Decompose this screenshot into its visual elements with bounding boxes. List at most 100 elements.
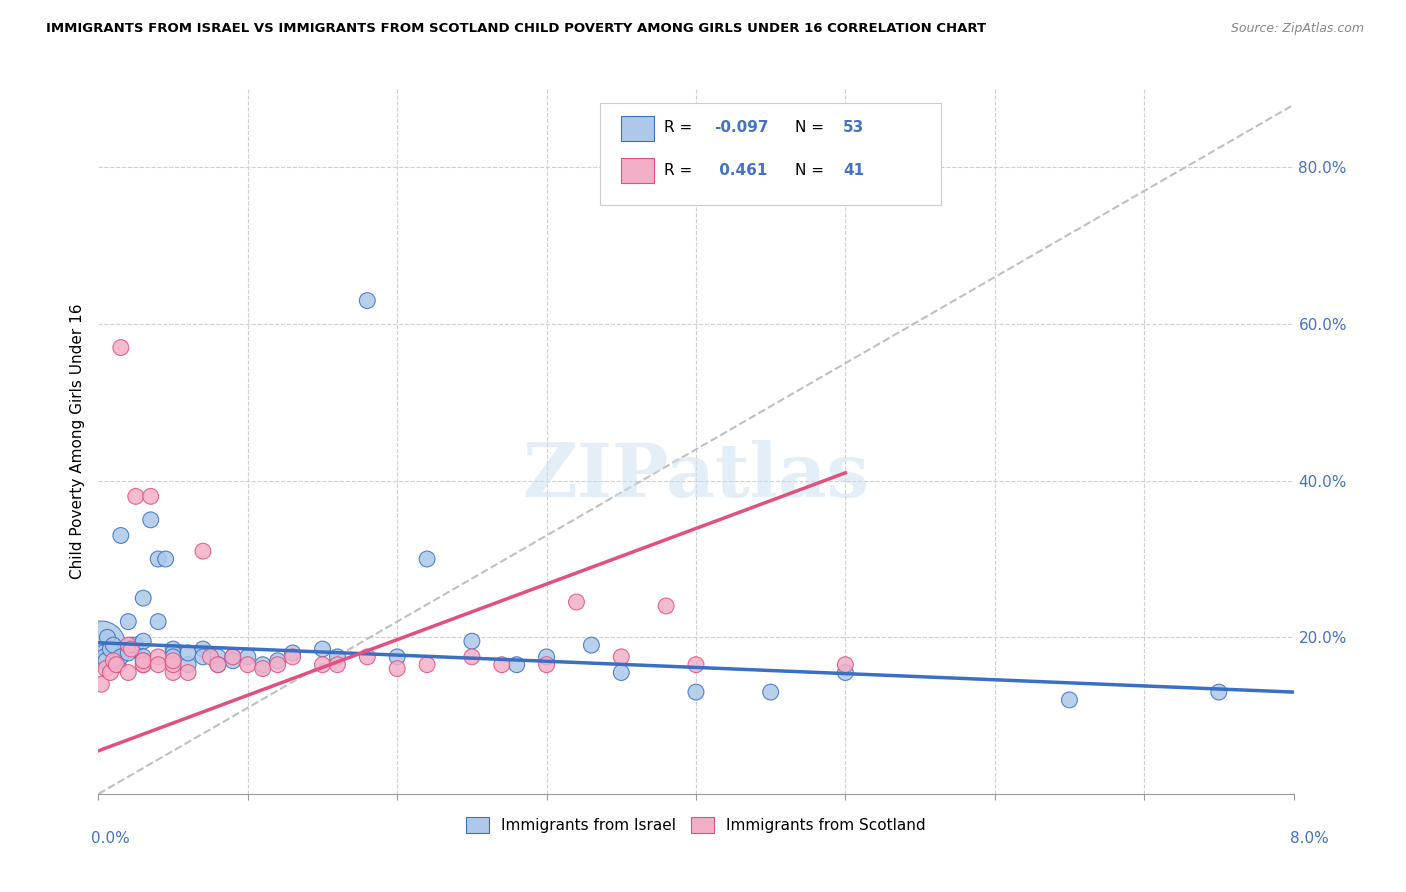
Point xyxy=(281,649,304,664)
Legend: Immigrants from Israel, Immigrants from Scotland: Immigrants from Israel, Immigrants from … xyxy=(460,811,932,839)
Y-axis label: Child Poverty Among Girls Under 16: Child Poverty Among Girls Under 16 xyxy=(69,304,84,579)
Point xyxy=(148,657,170,672)
Point xyxy=(581,638,603,652)
Point xyxy=(191,649,214,664)
Point xyxy=(655,599,678,613)
Point xyxy=(281,646,304,660)
Point xyxy=(326,657,349,672)
Text: N =: N = xyxy=(796,120,830,136)
FancyBboxPatch shape xyxy=(600,103,941,205)
Point xyxy=(132,657,155,672)
Point xyxy=(98,665,122,680)
Point xyxy=(191,544,214,558)
Point xyxy=(177,657,200,672)
Point xyxy=(162,642,184,657)
Point xyxy=(103,638,125,652)
Point xyxy=(252,657,274,672)
Point xyxy=(267,657,290,672)
Point xyxy=(177,646,200,660)
Point xyxy=(311,642,333,657)
Point xyxy=(311,657,333,672)
Point xyxy=(132,654,155,668)
Point xyxy=(536,657,558,672)
Point xyxy=(491,657,513,672)
Point xyxy=(110,528,132,542)
Point xyxy=(105,654,128,668)
Point xyxy=(610,649,633,664)
Point xyxy=(120,638,142,652)
Point xyxy=(117,638,139,652)
Point xyxy=(207,649,229,664)
Point xyxy=(93,649,115,664)
Text: N =: N = xyxy=(796,162,830,178)
Point xyxy=(139,513,162,527)
Point xyxy=(356,293,378,308)
Bar xyxy=(620,116,654,141)
Point xyxy=(610,665,633,680)
Text: 0.461: 0.461 xyxy=(714,162,768,178)
Point xyxy=(1059,693,1081,707)
Point xyxy=(162,654,184,668)
Point xyxy=(356,649,378,664)
Point xyxy=(107,657,129,672)
Point xyxy=(117,646,139,660)
Point xyxy=(132,654,155,668)
Point xyxy=(834,657,856,672)
Point xyxy=(148,552,170,566)
Point xyxy=(236,657,259,672)
Point xyxy=(326,649,349,664)
Point xyxy=(162,646,184,660)
Point xyxy=(207,657,229,672)
Point xyxy=(110,649,132,664)
Point xyxy=(416,657,439,672)
Text: 41: 41 xyxy=(844,162,865,178)
Text: 0.0%: 0.0% xyxy=(91,831,131,846)
Text: 53: 53 xyxy=(844,120,865,136)
Point xyxy=(536,649,558,664)
Text: R =: R = xyxy=(664,162,702,178)
Point xyxy=(155,552,177,566)
Point xyxy=(267,654,290,668)
Point xyxy=(385,649,409,664)
Point xyxy=(506,657,529,672)
Point xyxy=(110,341,132,355)
Point xyxy=(90,677,112,691)
Point xyxy=(162,649,184,664)
Point xyxy=(117,665,139,680)
Point xyxy=(200,649,222,664)
Point xyxy=(103,654,125,668)
Point xyxy=(94,662,117,676)
Point xyxy=(162,665,184,680)
Point xyxy=(461,649,484,664)
Point xyxy=(132,649,155,664)
Point xyxy=(91,646,114,660)
Point xyxy=(117,615,139,629)
Point xyxy=(759,685,782,699)
Point xyxy=(385,662,409,676)
Text: R =: R = xyxy=(664,120,697,136)
Point xyxy=(132,634,155,648)
Point xyxy=(685,657,707,672)
Point xyxy=(207,657,229,672)
Text: IMMIGRANTS FROM ISRAEL VS IMMIGRANTS FROM SCOTLAND CHILD POVERTY AMONG GIRLS UND: IMMIGRANTS FROM ISRAEL VS IMMIGRANTS FRO… xyxy=(46,22,987,36)
Point xyxy=(120,642,142,657)
Point xyxy=(1208,685,1230,699)
Bar xyxy=(620,158,654,183)
Point xyxy=(685,685,707,699)
Point xyxy=(148,649,170,664)
Point xyxy=(834,665,856,680)
Point xyxy=(94,654,117,668)
Point xyxy=(222,654,245,668)
Point xyxy=(132,591,155,606)
Text: -0.097: -0.097 xyxy=(714,120,769,136)
Point xyxy=(461,634,484,648)
Text: Source: ZipAtlas.com: Source: ZipAtlas.com xyxy=(1230,22,1364,36)
Point xyxy=(236,649,259,664)
Point xyxy=(222,649,245,664)
Point xyxy=(252,662,274,676)
Point xyxy=(191,642,214,657)
Point xyxy=(416,552,439,566)
Point xyxy=(125,638,148,652)
Point xyxy=(222,649,245,664)
Point xyxy=(565,595,588,609)
